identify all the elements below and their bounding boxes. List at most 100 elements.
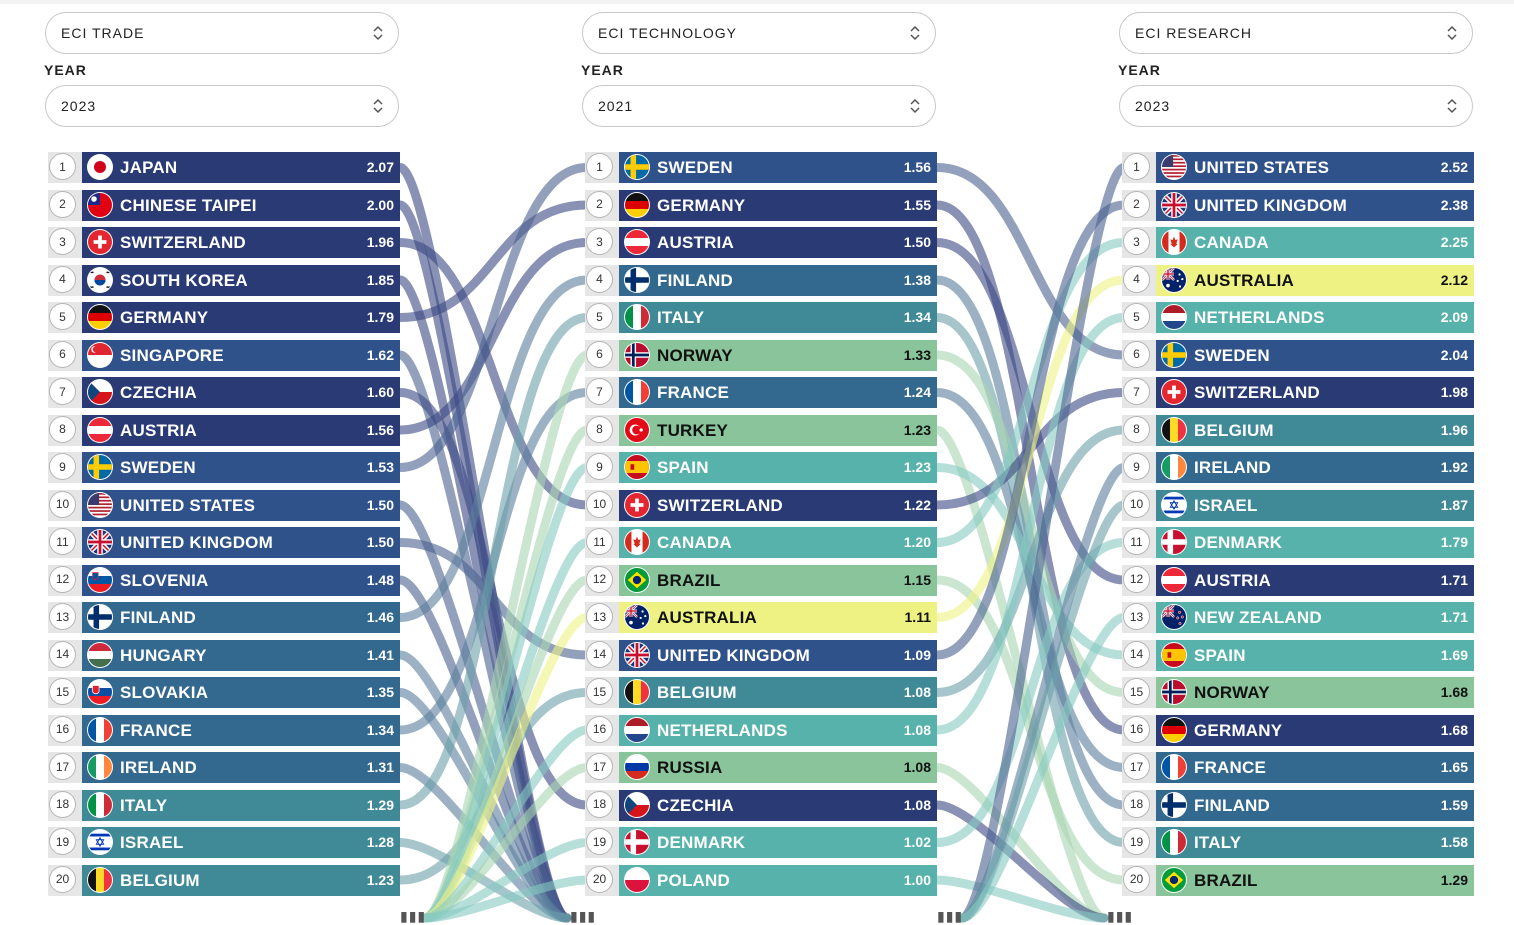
ranking-row-france[interactable]: FRANCE 1.24 7	[585, 377, 937, 408]
eci-value: 2.04	[1440, 346, 1468, 363]
ranking-row-canada[interactable]: CANADA 2.25 3	[1122, 227, 1474, 258]
ranking-row-hungary[interactable]: HUNGARY 1.41 14	[48, 639, 400, 671]
ranking-row-australia[interactable]: AUSTRALIA 1.11 13	[585, 602, 937, 633]
ranking-row-sweden[interactable]: SWEDEN 2.04 6	[1122, 339, 1474, 371]
ranking-row-france[interactable]: FRANCE 1.65 17	[1122, 752, 1474, 783]
ranking-row-singapore[interactable]: SINGAPORE 1.62 6	[48, 339, 400, 371]
country-name: BELGIUM	[1194, 420, 1274, 440]
sweden-flag-icon	[1161, 341, 1187, 368]
country-name: NORWAY	[1194, 683, 1270, 702]
ranking-row-ireland[interactable]: IRELAND 1.31 17	[48, 752, 400, 783]
eci-value: 1.24	[903, 384, 931, 400]
ranking-row-sweden[interactable]: SWEDEN 1.53 9	[48, 452, 400, 483]
ranking-row-united-kingdom[interactable]: UNITED KINGDOM 1.09 14	[585, 639, 937, 671]
ranking-row-austria[interactable]: AUSTRIA 1.71 12	[1122, 564, 1474, 596]
rank-badge: 2	[586, 190, 613, 218]
country-bar: FINLAND 1.46	[82, 602, 400, 633]
eci-value: 1.53	[366, 459, 394, 475]
country-name: UNITED KINGDOM	[120, 533, 273, 552]
ranking-row-brazil[interactable]: BRAZIL 1.29 20	[1122, 864, 1474, 896]
country-name: NETHERLANDS	[657, 720, 788, 740]
country-name: SOUTH KOREA	[120, 270, 248, 290]
ranking-row-poland[interactable]: POLAND 1.00 20	[585, 864, 937, 896]
ranking-row-brazil[interactable]: BRAZIL 1.15 12	[585, 564, 937, 596]
eci-value: 1.34	[903, 309, 931, 325]
rank-badge: 16	[586, 715, 613, 743]
ranking-row-finland[interactable]: FINLAND 1.46 13	[48, 602, 400, 633]
ranking-row-slovenia[interactable]: SLOVENIA 1.48 12	[48, 564, 400, 596]
country-bar: ITALY 1.34	[619, 302, 937, 333]
ranking-row-turkey[interactable]: TURKEY 1.23 8	[585, 414, 937, 446]
spain-flag-icon	[1161, 641, 1187, 668]
ranking-row-belgium[interactable]: BELGIUM 1.23 20	[48, 864, 400, 896]
ranking-row-germany[interactable]: GERMANY 1.68 16	[1122, 714, 1474, 746]
year-select-value: 2023	[61, 98, 97, 114]
hungary-flag-icon	[87, 641, 113, 668]
ranking-row-russia[interactable]: RUSSIA 1.08 17	[585, 752, 937, 783]
rank-badge: 20	[1123, 865, 1150, 893]
ranking-row-austria[interactable]: AUSTRIA 1.50 3	[585, 227, 937, 258]
ranking-row-italy[interactable]: ITALY 1.58 19	[1122, 827, 1474, 858]
indicator-select[interactable]: ECI TRADE	[45, 12, 399, 54]
ranking-row-norway[interactable]: NORWAY 1.68 15	[1122, 677, 1474, 708]
ranking-row-finland[interactable]: FINLAND 1.38 4	[585, 264, 937, 296]
ranking-row-italy[interactable]: ITALY 1.34 5	[585, 302, 937, 333]
indicator-select[interactable]: ECI RESEARCH	[1119, 12, 1473, 54]
austria-flag-icon	[87, 416, 113, 443]
chevron-updown-icon	[373, 98, 383, 114]
ranking-row-united-kingdom[interactable]: UNITED KINGDOM 2.38 2	[1122, 189, 1474, 221]
year-select[interactable]: 2023	[1119, 85, 1473, 127]
ranking-row-denmark[interactable]: DENMARK 1.02 19	[585, 827, 937, 858]
ranking-row-ireland[interactable]: IRELAND 1.92 9	[1122, 452, 1474, 483]
rank-badge: 3	[1123, 228, 1150, 255]
ranking-row-united-states[interactable]: UNITED STATES 2.52 1	[1122, 152, 1474, 183]
ranking-row-japan[interactable]: JAPAN 2.07 1	[48, 152, 400, 183]
ranking-row-switzerland[interactable]: SWITZERLAND 1.96 3	[48, 227, 400, 258]
ranking-row-finland[interactable]: FINLAND 1.59 18	[1122, 789, 1474, 821]
ranking-row-norway[interactable]: NORWAY 1.33 6	[585, 339, 937, 371]
year-select[interactable]: 2023	[45, 85, 399, 127]
country-bar: TURKEY 1.23	[619, 414, 937, 446]
ranking-row-czechia[interactable]: CZECHIA 1.08 18	[585, 789, 937, 821]
ranking-row-israel[interactable]: ISRAEL 1.87 10	[1122, 489, 1474, 521]
country-bar: SINGAPORE 1.62	[82, 339, 400, 371]
eci-value: 1.58	[1440, 834, 1468, 850]
ranking-row-canada[interactable]: CANADA 1.20 11	[585, 527, 937, 558]
ranking-row-denmark[interactable]: DENMARK 1.79 11	[1122, 527, 1474, 558]
ranking-row-spain[interactable]: SPAIN 1.23 9	[585, 452, 937, 483]
united-states-flag-icon	[1161, 154, 1187, 180]
ranking-row-slovakia[interactable]: SLOVAKIA 1.35 15	[48, 677, 400, 708]
ranking-row-switzerland[interactable]: SWITZERLAND 1.22 10	[585, 489, 937, 521]
ranking-row-chinese-taipei[interactable]: CHINESE TAIPEI 2.00 2	[48, 189, 400, 221]
year-select[interactable]: 2021	[582, 85, 936, 127]
eci-value: 1.11	[904, 609, 931, 625]
indicator-select[interactable]: ECI TECHNOLOGY	[582, 12, 936, 54]
country-bar: CZECHIA 1.08	[619, 789, 937, 821]
ranking-row-belgium[interactable]: BELGIUM 1.96 8	[1122, 414, 1474, 446]
singapore-flag-icon	[87, 341, 113, 368]
ranking-row-australia[interactable]: AUSTRALIA 2.12 4	[1122, 264, 1474, 296]
ranking-row-israel[interactable]: ISRAEL 1.28 19	[48, 827, 400, 858]
ranking-row-austria[interactable]: AUSTRIA 1.56 8	[48, 414, 400, 446]
chevron-updown-icon	[1447, 98, 1457, 114]
ranking-row-belgium[interactable]: BELGIUM 1.08 15	[585, 677, 937, 708]
ranking-row-united-states[interactable]: UNITED STATES 1.50 10	[48, 489, 400, 521]
eci-value: 1.87	[1440, 496, 1468, 513]
ranking-row-sweden[interactable]: SWEDEN 1.56 1	[585, 152, 937, 183]
ranking-row-germany[interactable]: GERMANY 1.79 5	[48, 302, 400, 333]
ranking-row-czechia[interactable]: CZECHIA 1.60 7	[48, 377, 400, 408]
ranking-row-spain[interactable]: SPAIN 1.69 14	[1122, 639, 1474, 671]
country-bar: SWITZERLAND 1.22	[619, 489, 937, 521]
ranking-row-switzerland[interactable]: SWITZERLAND 1.98 7	[1122, 377, 1474, 408]
austria-flag-icon	[1161, 566, 1187, 593]
ranking-row-netherlands[interactable]: NETHERLANDS 1.08 16	[585, 714, 937, 746]
eci-value: 2.12	[1440, 271, 1468, 288]
ranking-row-germany[interactable]: GERMANY 1.55 2	[585, 189, 937, 221]
ranking-row-france[interactable]: FRANCE 1.34 16	[48, 714, 400, 746]
ranking-row-united-kingdom[interactable]: UNITED KINGDOM 1.50 11	[48, 527, 400, 558]
ranking-row-netherlands[interactable]: NETHERLANDS 2.09 5	[1122, 302, 1474, 333]
eci-value: 1.65	[1440, 759, 1468, 775]
ranking-row-south-korea[interactable]: SOUTH KOREA 1.85 4	[48, 264, 400, 296]
ranking-row-italy[interactable]: ITALY 1.29 18	[48, 789, 400, 821]
ranking-row-new-zealand[interactable]: NEW ZEALAND 1.71 13	[1122, 602, 1474, 633]
